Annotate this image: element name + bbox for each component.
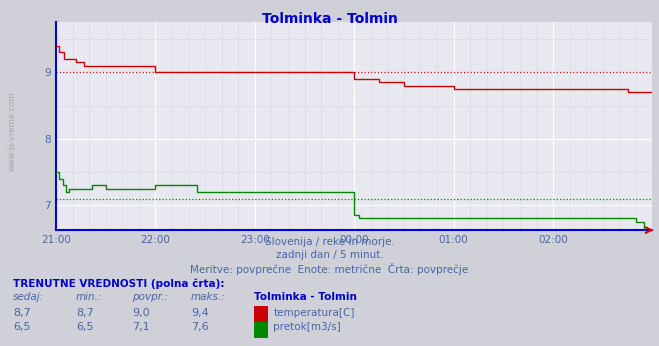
Text: www.si-vreme.com: www.si-vreme.com bbox=[8, 92, 17, 171]
Text: pretok[m3/s]: pretok[m3/s] bbox=[273, 322, 341, 333]
Text: 7,1: 7,1 bbox=[132, 322, 150, 333]
Text: Tolminka - Tolmin: Tolminka - Tolmin bbox=[262, 12, 397, 26]
Text: zadnji dan / 5 minut.: zadnji dan / 5 minut. bbox=[275, 250, 384, 260]
Text: sedaj:: sedaj: bbox=[13, 292, 44, 302]
Text: 8,7: 8,7 bbox=[76, 308, 94, 318]
Text: min.:: min.: bbox=[76, 292, 102, 302]
Text: 9,0: 9,0 bbox=[132, 308, 150, 318]
Text: maks.:: maks.: bbox=[191, 292, 226, 302]
Text: Slovenija / reke in morje.: Slovenija / reke in morje. bbox=[264, 237, 395, 247]
Text: 8,7: 8,7 bbox=[13, 308, 31, 318]
Text: Meritve: povprečne  Enote: metrične  Črta: povprečje: Meritve: povprečne Enote: metrične Črta:… bbox=[190, 263, 469, 275]
Text: 9,4: 9,4 bbox=[191, 308, 209, 318]
Text: temperatura[C]: temperatura[C] bbox=[273, 308, 355, 318]
Text: povpr.:: povpr.: bbox=[132, 292, 167, 302]
Text: Tolminka - Tolmin: Tolminka - Tolmin bbox=[254, 292, 357, 302]
Text: 7,6: 7,6 bbox=[191, 322, 209, 333]
Text: 6,5: 6,5 bbox=[13, 322, 31, 333]
Text: TRENUTNE VREDNOSTI (polna črta):: TRENUTNE VREDNOSTI (polna črta): bbox=[13, 279, 225, 289]
Text: 6,5: 6,5 bbox=[76, 322, 94, 333]
